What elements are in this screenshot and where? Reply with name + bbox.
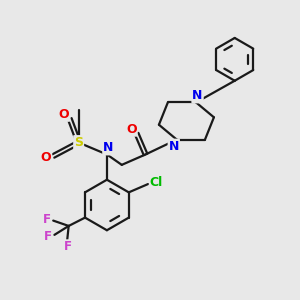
- Text: F: F: [44, 230, 52, 243]
- Text: F: F: [64, 240, 72, 253]
- Text: O: O: [41, 151, 51, 164]
- Text: N: N: [192, 89, 203, 102]
- Text: Cl: Cl: [150, 176, 163, 189]
- Text: O: O: [58, 108, 69, 121]
- Text: S: S: [74, 136, 83, 149]
- Text: N: N: [103, 141, 114, 154]
- Text: O: O: [126, 123, 136, 136]
- Text: F: F: [43, 213, 51, 226]
- Text: N: N: [169, 140, 179, 153]
